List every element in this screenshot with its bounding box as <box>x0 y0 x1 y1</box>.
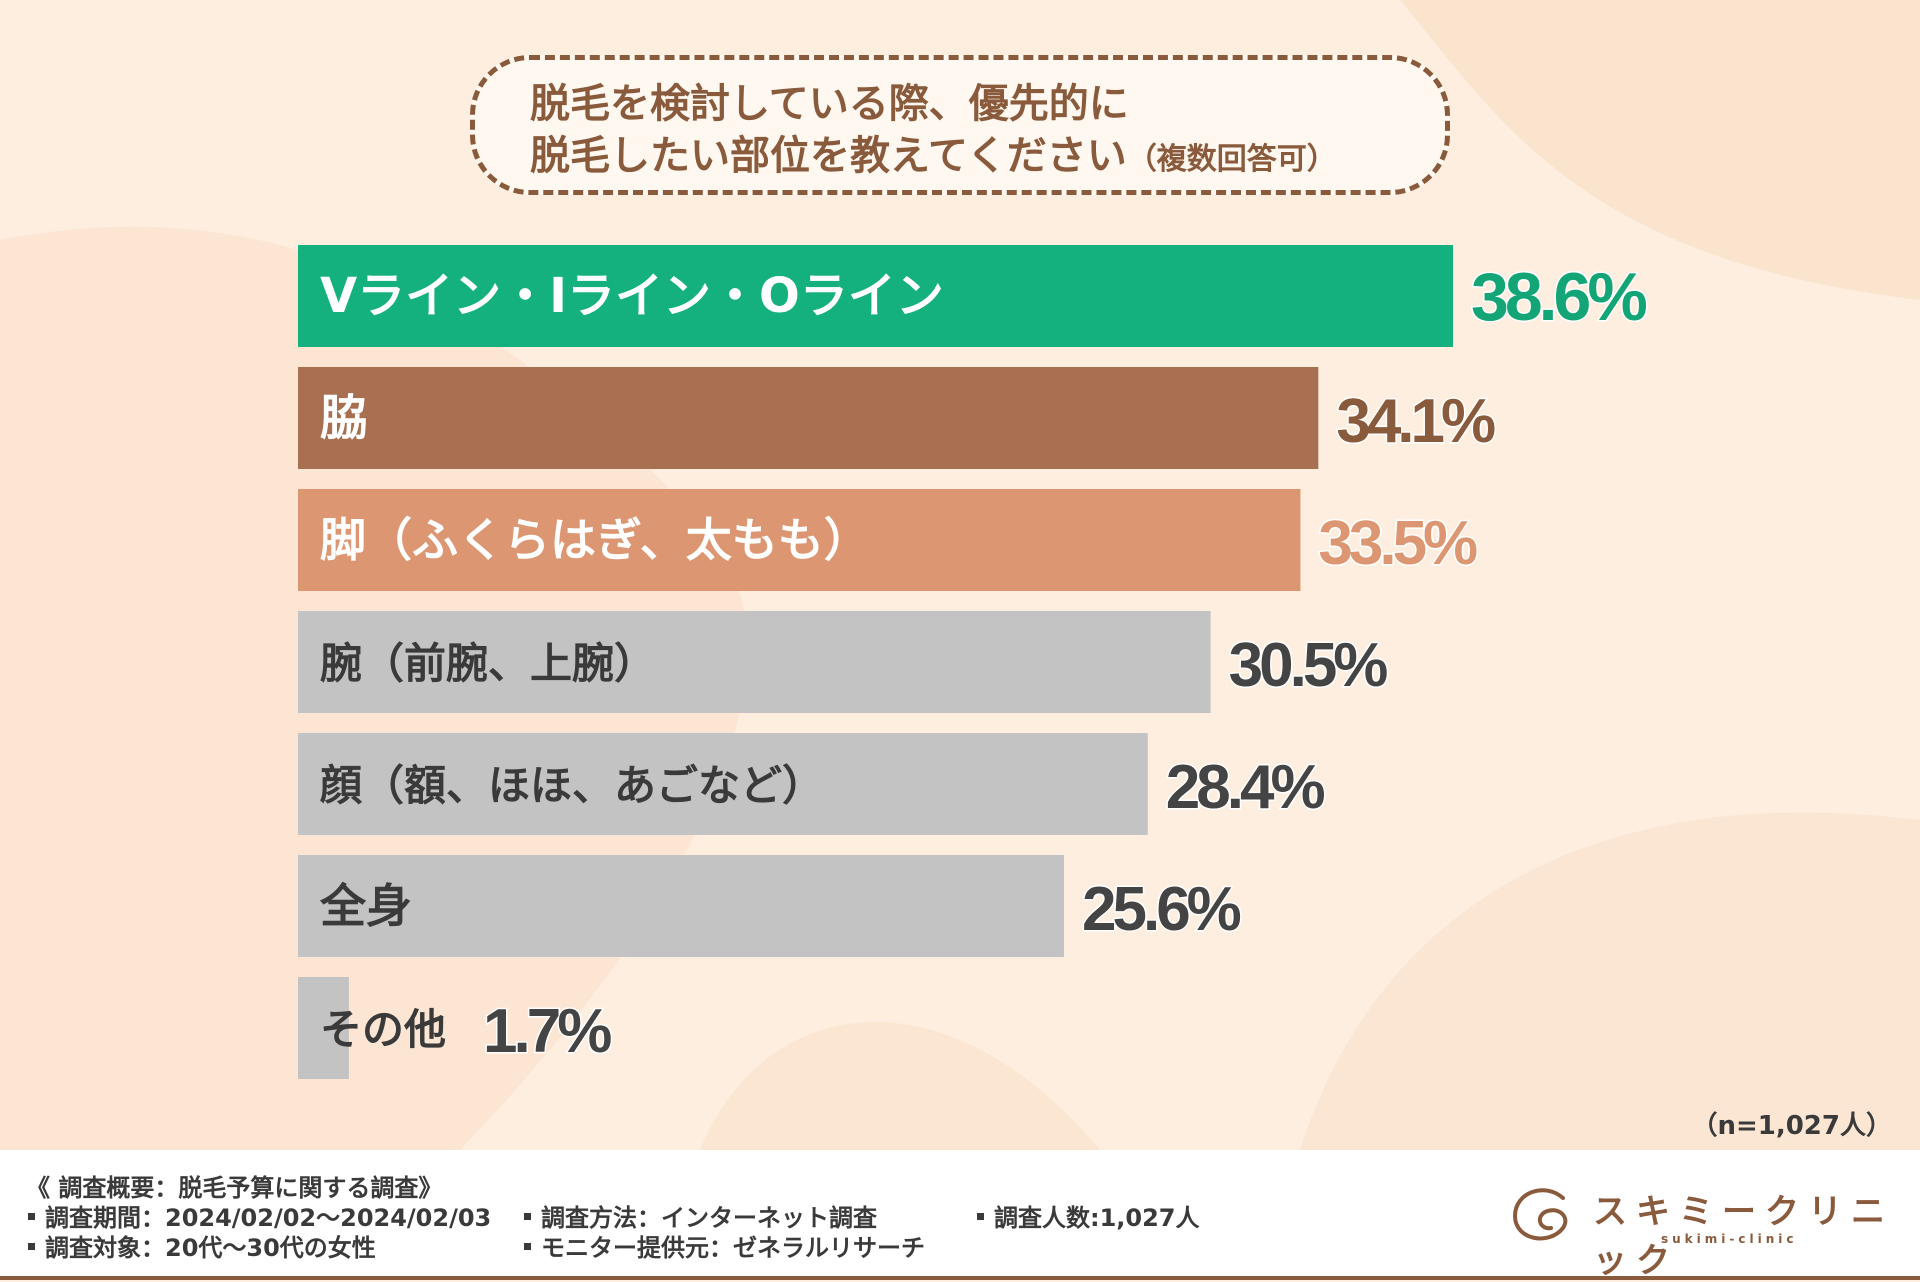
survey-count: 調査人数:1,027人 <box>994 1204 1200 1232</box>
value-label-0: 38.6% <box>1471 259 1646 335</box>
bar-1 <box>298 367 1319 469</box>
bar-6 <box>298 977 349 1079</box>
bar-5 <box>298 855 1065 957</box>
survey-provider: モニター提供元：ゼネラルリサーチ <box>541 1234 925 1262</box>
survey-provider-row: モニター提供元：ゼネラルリサーチ <box>522 1228 925 1263</box>
clinic-logo-name: スキミークリニック <box>1593 1192 1894 1281</box>
survey-method: 調査方法：インターネット調査 <box>541 1204 877 1232</box>
survey-period-row: 調査期間：2024/02/02〜2024/02/03 <box>26 1198 491 1233</box>
value-label-5: 25.6% <box>1082 875 1241 944</box>
survey-count-row: 調査人数:1,027人 <box>975 1198 1200 1233</box>
category-label-6: その他 <box>320 1005 446 1054</box>
bar-4 <box>298 733 1148 835</box>
clinic-logo: スキミークリニック sukimi-clinic <box>1505 1180 1905 1281</box>
category-label-3: 腕（前腕、上腕） <box>320 639 656 688</box>
bar-0 <box>298 245 1453 347</box>
chart-title-note: （複数回答可） <box>1126 142 1337 177</box>
survey-target: 調査対象：20代〜30代の女性 <box>45 1234 376 1262</box>
value-label-3: 30.5% <box>1229 631 1388 700</box>
value-label-2: 33.5% <box>1318 509 1477 578</box>
category-label-1: 脇 <box>320 390 368 446</box>
clinic-logo-sub: sukimi-clinic <box>1661 1232 1798 1246</box>
bar-3 <box>298 611 1211 713</box>
clinic-logo-mark-icon <box>1512 1188 1568 1241</box>
value-label-6: 1.7% <box>483 997 611 1066</box>
survey-method-row: 調査方法：インターネット調査 <box>522 1198 877 1233</box>
chart-title-line2: 脱毛したい部位を教えてください <box>530 133 1127 179</box>
chart-title-box: 脱毛を検討している際、優先的に 脱毛したい部位を教えてください（複数回答可） <box>470 55 1450 195</box>
sample-size: （n=1,027人） <box>1691 1111 1892 1141</box>
category-label-5: 全身 <box>319 879 412 933</box>
survey-summary: 《 調査概要：脱毛予算に関する調査》 <box>26 1174 443 1202</box>
bar-2 <box>298 489 1301 591</box>
value-label-1: 34.1% <box>1336 387 1495 456</box>
survey-footer: 《 調査概要：脱毛予算に関する調査》 調査期間：2024/02/02〜2024/… <box>0 1150 1920 1281</box>
category-label-4: 顔（額、ほほ、あごなど） <box>320 761 824 810</box>
chart-title-line1: 脱毛を検討している際、優先的に <box>530 81 1129 127</box>
survey-target-row: 調査対象：20代〜30代の女性 <box>26 1228 376 1263</box>
category-label-0: Vライン・Iライン・Oライン <box>320 268 944 324</box>
survey-period: 調査期間：2024/02/02〜2024/02/03 <box>45 1204 492 1232</box>
value-label-4: 28.4% <box>1166 753 1325 822</box>
category-label-2: 脚（ふくらはぎ、太もも） <box>320 513 870 567</box>
bar-chart: Vライン・Iライン・Oライン 38.6% 脇 34.1% 脚（ふくらはぎ、太もも） 33.… <box>298 245 1652 1079</box>
